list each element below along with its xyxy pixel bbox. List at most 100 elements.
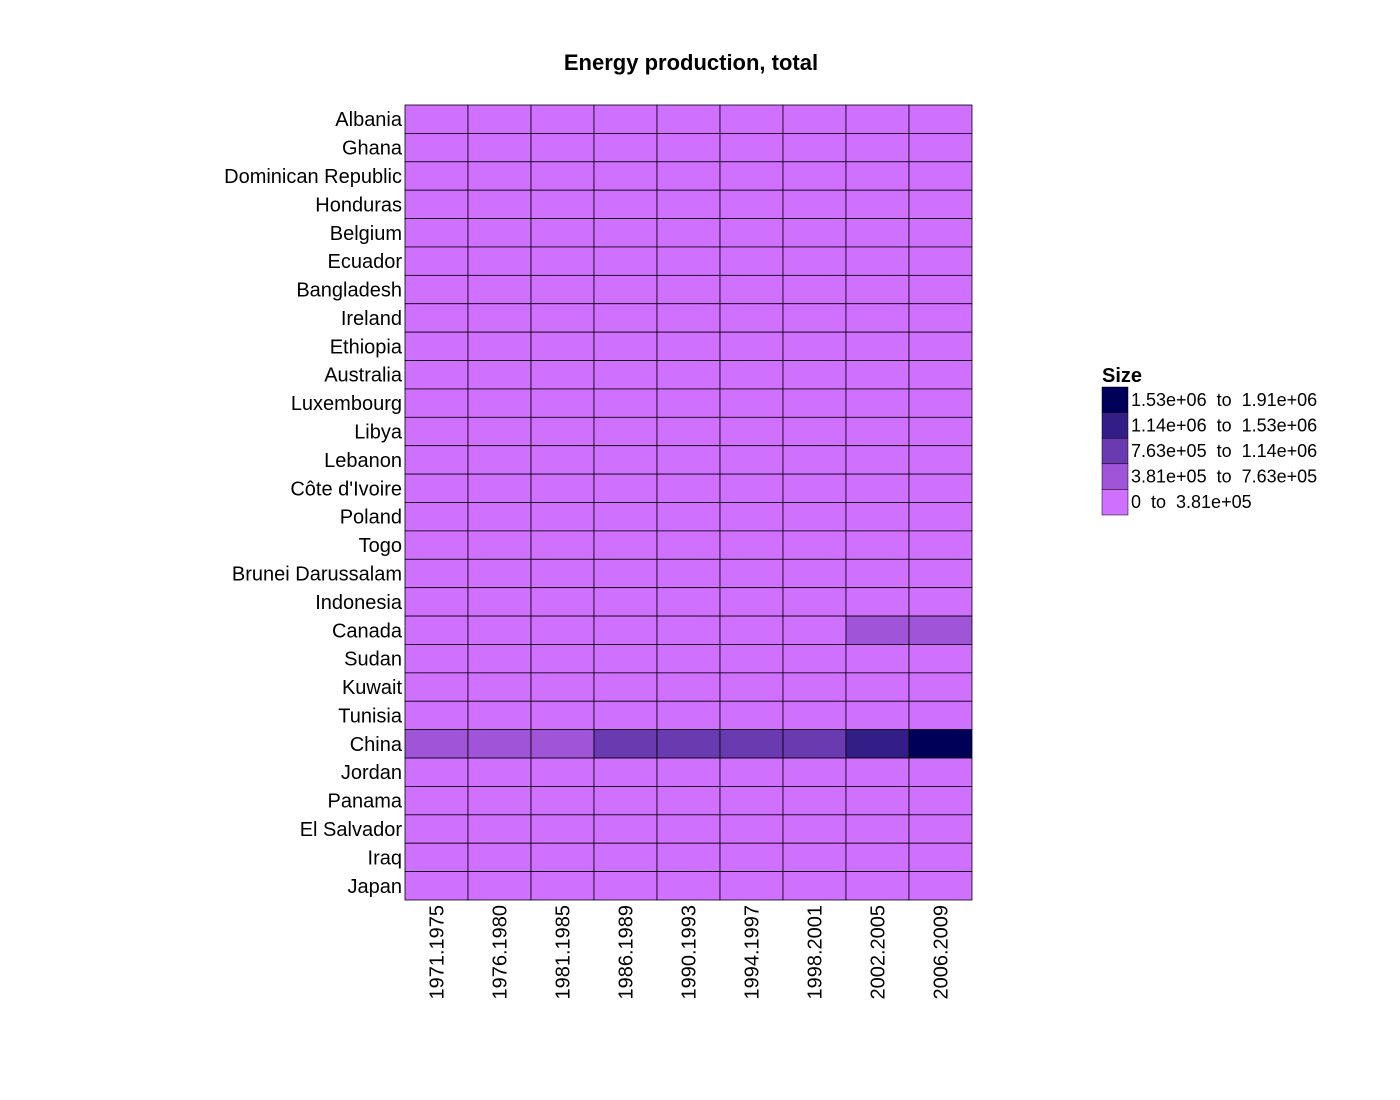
heatmap-cell [908,132,973,163]
row-label: Sudan [344,649,402,671]
heatmap-cell [845,530,910,560]
heatmap-cell [782,871,847,901]
row-label: Japan [348,876,403,898]
heatmap-cell [656,530,721,560]
heatmap-cell [656,274,721,305]
row-label: Albania [335,109,403,131]
heatmap-cell [656,871,721,901]
heatmap-cell [656,786,721,816]
heatmap-cell [404,814,469,844]
heatmap-cell [404,558,469,589]
heatmap-cell [467,274,532,305]
row-label: Ireland [341,308,402,330]
heatmap-cell [719,218,784,248]
heatmap-cell [530,104,595,134]
legend-items: 1.53e+06 to 1.91e+06 1.14e+06 to 1.53e+06… [1101,386,1317,516]
heatmap-cell [719,502,784,532]
row-label: Dominican Republic [224,166,402,188]
heatmap-cell [404,700,469,731]
heatmap-cell [845,871,910,901]
heatmap-cell [530,587,595,617]
heatmap-cell [530,161,595,191]
heatmap-cell [782,303,847,333]
heatmap-cell [467,757,532,787]
heatmap-cell [656,587,721,617]
heatmap-cell [908,388,973,418]
heatmap-cell [656,388,721,418]
row-label: Belgium [330,223,402,245]
heatmap-cell [467,587,532,617]
heatmap-cell [845,786,910,816]
heatmap-cell [593,473,658,503]
row-labels: Albania Ghana Dominican Republic Honduras Be… [224,109,403,898]
heatmap-cell [782,388,847,418]
heatmap-cell [656,615,721,645]
heatmap-cell [845,161,910,191]
heatmap-cell [593,786,658,816]
heatmap-cell [782,502,847,532]
heatmap-cell [530,530,595,560]
heatmap-cell [719,303,784,333]
heatmap-cell [593,445,658,475]
column-label: 1971.1975 [427,905,449,1000]
row-label: Australia [324,365,403,387]
heatmap-cell [782,218,847,248]
column-label: 1976.1980 [490,905,512,1000]
heatmap-cell [845,558,910,589]
heatmap-cell [593,587,658,617]
heatmap-cell [404,644,469,674]
heatmap-cell [845,587,910,617]
heatmap-cell [656,331,721,361]
heatmap-cell [656,644,721,674]
heatmap-cell [656,558,721,589]
heatmap-cell [719,331,784,361]
heatmap-cell [467,558,532,589]
heatmap-cell [908,360,973,390]
heatmap-cell [404,587,469,617]
heatmap-cell [782,445,847,475]
heatmap-cell [908,871,973,901]
legend-swatch [1101,437,1129,465]
heatmap-cell [908,161,973,191]
heatmap-cell [467,246,532,276]
heatmap-cell [719,587,784,617]
heatmap-cell [908,700,973,731]
heatmap-cell [908,587,973,617]
heatmap-cell [845,502,910,532]
heatmap-cell [719,274,784,305]
heatmap-cell [530,331,595,361]
heatmap-cell [782,558,847,589]
heatmap-cell [656,672,721,702]
heatmap-cell [530,132,595,163]
heatmap-cell [593,672,658,702]
row-label: Tunisia [338,705,403,727]
heatmap-cell [719,473,784,503]
heatmap-cell [908,445,973,475]
heatmap-cell [467,530,532,560]
legend-swatch [1101,412,1129,439]
heatmap-cell [845,246,910,276]
heatmap-cell [782,161,847,191]
heatmap-cell [719,786,784,816]
heatmap-cell [656,246,721,276]
heatmap-cell [593,416,658,447]
heatmap-cell [404,246,469,276]
heatmap-cell [719,644,784,674]
heatmap-cell [719,104,784,134]
heatmap-cell [656,842,721,873]
heatmap-cell [530,274,595,305]
heatmap-cell [593,189,658,219]
heatmap-cell [404,757,469,787]
heatmap-cell [467,615,532,645]
row-label: Bangladesh [296,280,402,302]
heatmap-cell [719,700,784,731]
heatmap-cell [593,388,658,418]
row-label: El Salvador [300,819,403,841]
heatmap-cell [467,786,532,816]
heatmap-cell [656,161,721,191]
heatmap-cell [845,814,910,844]
heatmap-cell [530,445,595,475]
heatmap-cell [782,644,847,674]
heatmap-cell [908,842,973,873]
heatmap-cell [782,132,847,163]
